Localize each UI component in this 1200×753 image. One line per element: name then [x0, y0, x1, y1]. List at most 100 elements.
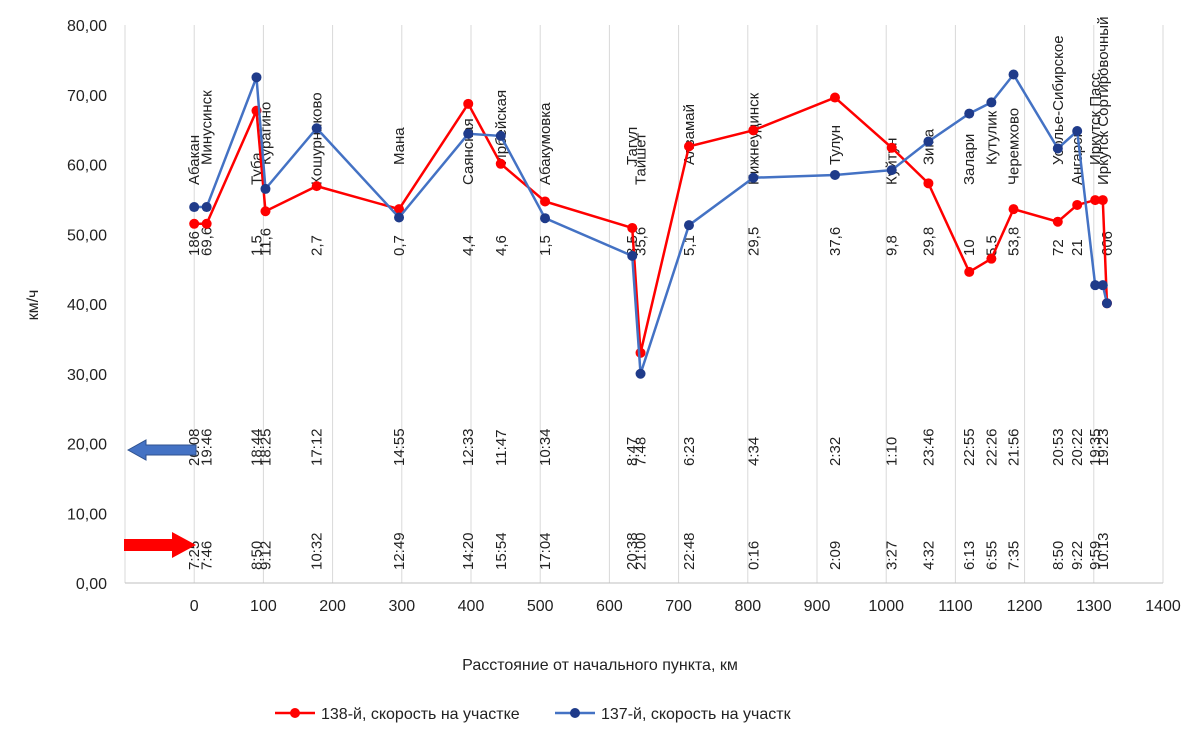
segment-distance-label: 10 — [961, 239, 978, 256]
data-point-1 — [1090, 195, 1101, 206]
x-tick-label: 600 — [596, 598, 623, 615]
station-label: Тайшет — [633, 133, 650, 185]
x-tick-label: 400 — [458, 598, 485, 615]
segment-distance-label: 4,4 — [460, 235, 477, 256]
x-tick-label: 1100 — [938, 598, 973, 615]
segment-distance-label: 9,8 — [884, 235, 901, 256]
schedule-137-time: 19:23 — [1095, 428, 1112, 466]
data-point-1 — [495, 158, 506, 169]
data-point-2 — [683, 220, 694, 231]
data-point-2 — [635, 368, 646, 379]
data-point-1 — [1008, 204, 1019, 215]
schedule-137-time: 4:34 — [745, 437, 762, 466]
data-point-2 — [923, 136, 934, 147]
data-point-1 — [1052, 216, 1063, 227]
schedule-138-time: 21:00 — [633, 532, 650, 570]
data-point-2 — [1101, 298, 1112, 309]
station-label: Алзамай — [681, 104, 698, 165]
data-point-2 — [1090, 280, 1101, 291]
data-point-1 — [201, 218, 212, 229]
schedule-137-time: 22:55 — [961, 428, 978, 466]
schedule-137-time: 11:47 — [493, 430, 510, 466]
y-tick-label: 70,00 — [67, 88, 107, 105]
data-point-2 — [986, 97, 997, 108]
segment-distance-label: 35,6 — [633, 227, 650, 256]
schedule-138-time: 0:16 — [745, 541, 762, 570]
segment-distance-label: 21 — [1069, 239, 1086, 256]
schedule-137-time: 18:25 — [257, 428, 274, 466]
data-point-1 — [986, 253, 997, 264]
schedule-137-time: 1:10 — [884, 437, 901, 466]
x-tick-label: 1300 — [1076, 598, 1112, 615]
station-label: Абакумовка — [537, 102, 554, 185]
schedule-138-time: 3:27 — [884, 541, 901, 570]
segment-distance-label: 186 — [186, 231, 203, 256]
schedule-138-time: 10:32 — [309, 532, 326, 570]
legend-label-2: 137-й, скорость на участк — [601, 706, 792, 723]
schedule-138-time: 20:38 — [624, 532, 641, 570]
data-point-2 — [886, 165, 897, 176]
schedule-137-time: 7:48 — [633, 437, 650, 466]
x-tick-label: 0 — [190, 598, 199, 615]
data-point-1 — [683, 141, 694, 152]
data-point-1 — [964, 266, 975, 277]
data-point-2 — [627, 250, 638, 261]
station-label: Тулун — [827, 125, 844, 165]
schedule-138-time: 9:22 — [1069, 541, 1086, 570]
legend-marker-2 — [570, 708, 580, 718]
schedule-138-time: 4:32 — [920, 541, 937, 570]
y-tick-label: 0,00 — [76, 576, 107, 593]
schedule-137-time: 17:12 — [309, 428, 326, 466]
schedule-138-time: 9:59 — [1087, 541, 1104, 570]
schedule-138-time: 15:54 — [493, 532, 510, 570]
y-tick-label: 10,00 — [67, 506, 107, 523]
segment-distance-label: 606 — [1099, 231, 1116, 256]
x-tick-label: 700 — [665, 598, 692, 615]
schedule-138-time: 7:25 — [186, 541, 203, 570]
data-point-2 — [748, 172, 759, 183]
schedule-137-time: 22:26 — [983, 428, 1000, 466]
y-tick-label: 80,00 — [67, 18, 107, 35]
data-point-2 — [201, 202, 212, 213]
segment-distance-label: 37,6 — [827, 227, 844, 256]
data-point-2 — [260, 183, 271, 194]
schedule-138-time: 6:55 — [983, 541, 1000, 570]
schedule-138-time: 8:50 — [1050, 541, 1067, 570]
segment-distance-label: 0,7 — [391, 235, 408, 256]
station-label: Нижнеудинск — [745, 92, 762, 185]
schedule-137-time: 18:44 — [248, 428, 265, 466]
schedule-138-time: 6:13 — [961, 541, 978, 570]
x-tick-label: 1200 — [1007, 598, 1043, 615]
data-point-1 — [923, 178, 934, 189]
segment-distance-label: 1,5 — [248, 235, 265, 256]
data-point-1 — [748, 125, 759, 136]
schedule-137-time: 14:55 — [391, 428, 408, 466]
data-point-2 — [829, 169, 840, 180]
segment-distance-label: 1,5 — [537, 235, 554, 256]
y-tick-label: 40,00 — [67, 297, 107, 314]
x-tick-label: 300 — [388, 598, 415, 615]
x-tick-label: 100 — [250, 598, 277, 615]
segment-distance-label: 4,6 — [493, 235, 510, 256]
station-label: Иркутск Сортировочный — [1095, 17, 1112, 185]
station-label: Черемхово — [1006, 108, 1023, 185]
y-tick-label: 20,00 — [67, 437, 107, 454]
x-tick-label: 800 — [734, 598, 761, 615]
station-label: Усолье-Сибирское — [1050, 35, 1067, 165]
schedule-137-time: 23:46 — [920, 428, 937, 466]
schedule-137-time: 20:22 — [1069, 428, 1086, 466]
segment-distance-label: 69,6 — [199, 227, 216, 256]
station-label: Кошурниково — [309, 92, 326, 185]
schedule-137-time: 2:32 — [827, 437, 844, 466]
data-point-1 — [463, 98, 474, 109]
station-label: Абакан — [186, 135, 203, 185]
data-point-1 — [189, 218, 200, 229]
schedule-138-time: 8:50 — [248, 541, 265, 570]
data-point-2 — [540, 213, 551, 224]
x-tick-label: 500 — [527, 598, 554, 615]
data-point-1 — [829, 92, 840, 103]
schedule-137-time: 21:56 — [1006, 428, 1023, 466]
station-label: Мана — [391, 127, 408, 165]
schedule-138-time: 10:13 — [1095, 532, 1112, 570]
